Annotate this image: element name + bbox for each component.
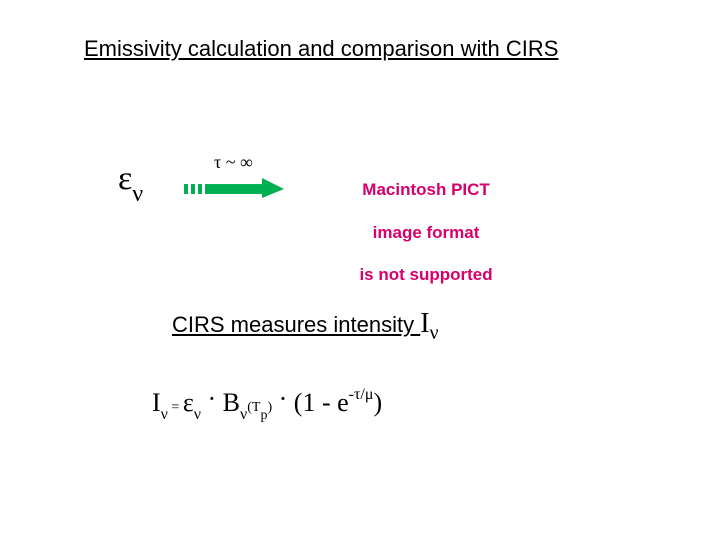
intensity-I-sub: ν (430, 322, 439, 344)
epsilon-char: ε (118, 160, 132, 197)
eq-exp-mu: μ (365, 386, 374, 403)
epsilon-subscript: ν (132, 181, 143, 207)
cirs-measures-line: CIRS measures intensity Iν (172, 308, 439, 343)
eq-B-sub: ν (240, 406, 247, 423)
eq-Tp-p: p (260, 408, 267, 423)
eq-equals: = (168, 400, 183, 415)
pict-line1: Macintosh PICT (362, 180, 490, 199)
pict-line3: is not supported (359, 265, 492, 284)
intensity-I: I (420, 308, 429, 339)
green-arrow (184, 178, 284, 205)
eq-dot2: · (272, 384, 294, 413)
eq-B: B (223, 388, 240, 417)
eq-paren-close: ) (373, 388, 382, 417)
eq-Tp-open: (T (247, 400, 260, 415)
intensity-equation: Iν = εν · Bν(Tp) · (1 - e-τ/μ) (152, 388, 382, 422)
emissivity-symbol: εν (118, 160, 143, 204)
slide-title: Emissivity calculation and comparison wi… (84, 36, 558, 62)
pict-line2: image format (373, 223, 480, 242)
eq-I: I (152, 388, 161, 417)
eq-dot1: · (201, 384, 223, 413)
eq-epsilon-sub: ν (194, 406, 201, 423)
pict-unsupported-placeholder: Macintosh PICT image format is not suppo… (350, 158, 493, 286)
eq-I-sub: ν (161, 406, 168, 423)
cirs-measures-text: CIRS measures intensity (172, 312, 420, 337)
eq-paren-open: (1 - e (294, 388, 349, 417)
arrow-icon (184, 178, 284, 200)
tau-infinity-label: τ ~ ∞ (214, 152, 253, 173)
eq-epsilon: ε (183, 388, 194, 417)
